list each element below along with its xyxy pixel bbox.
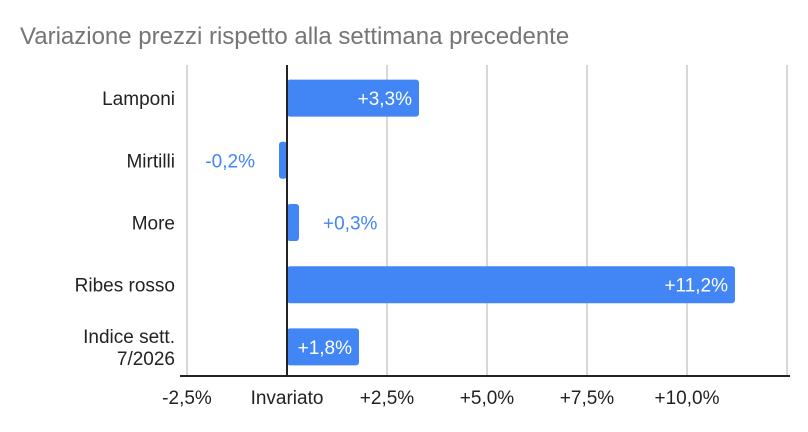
- data-label: +3,3%: [358, 89, 413, 110]
- category-label: 7/2026: [117, 349, 175, 370]
- data-label: +1,8%: [298, 338, 353, 359]
- data-label: +0,3%: [323, 214, 378, 235]
- bar: [287, 266, 735, 304]
- x-tick-label: +2,5%: [360, 388, 415, 409]
- bar: [287, 328, 359, 366]
- bar: [279, 141, 287, 179]
- x-tick-label: +5,0%: [460, 388, 515, 409]
- bar: [287, 204, 299, 241]
- category-label: More: [132, 214, 175, 235]
- x-tick-label: +7,5%: [560, 388, 615, 409]
- bar: [287, 79, 419, 117]
- x-tick-label: -2,5%: [162, 388, 212, 409]
- category-label: Lamponi: [102, 89, 175, 110]
- data-label: -0,2%: [205, 151, 255, 172]
- chart-title: Variazione prezzi rispetto alla settiman…: [20, 23, 569, 50]
- x-tick-label: Invariato: [251, 388, 324, 409]
- data-label: +11,2%: [664, 276, 728, 297]
- x-tick-label: +10,0%: [655, 388, 720, 409]
- category-label: Indice sett.: [83, 327, 175, 348]
- category-label: Mirtilli: [126, 151, 175, 172]
- category-label: Ribes rosso: [75, 276, 175, 297]
